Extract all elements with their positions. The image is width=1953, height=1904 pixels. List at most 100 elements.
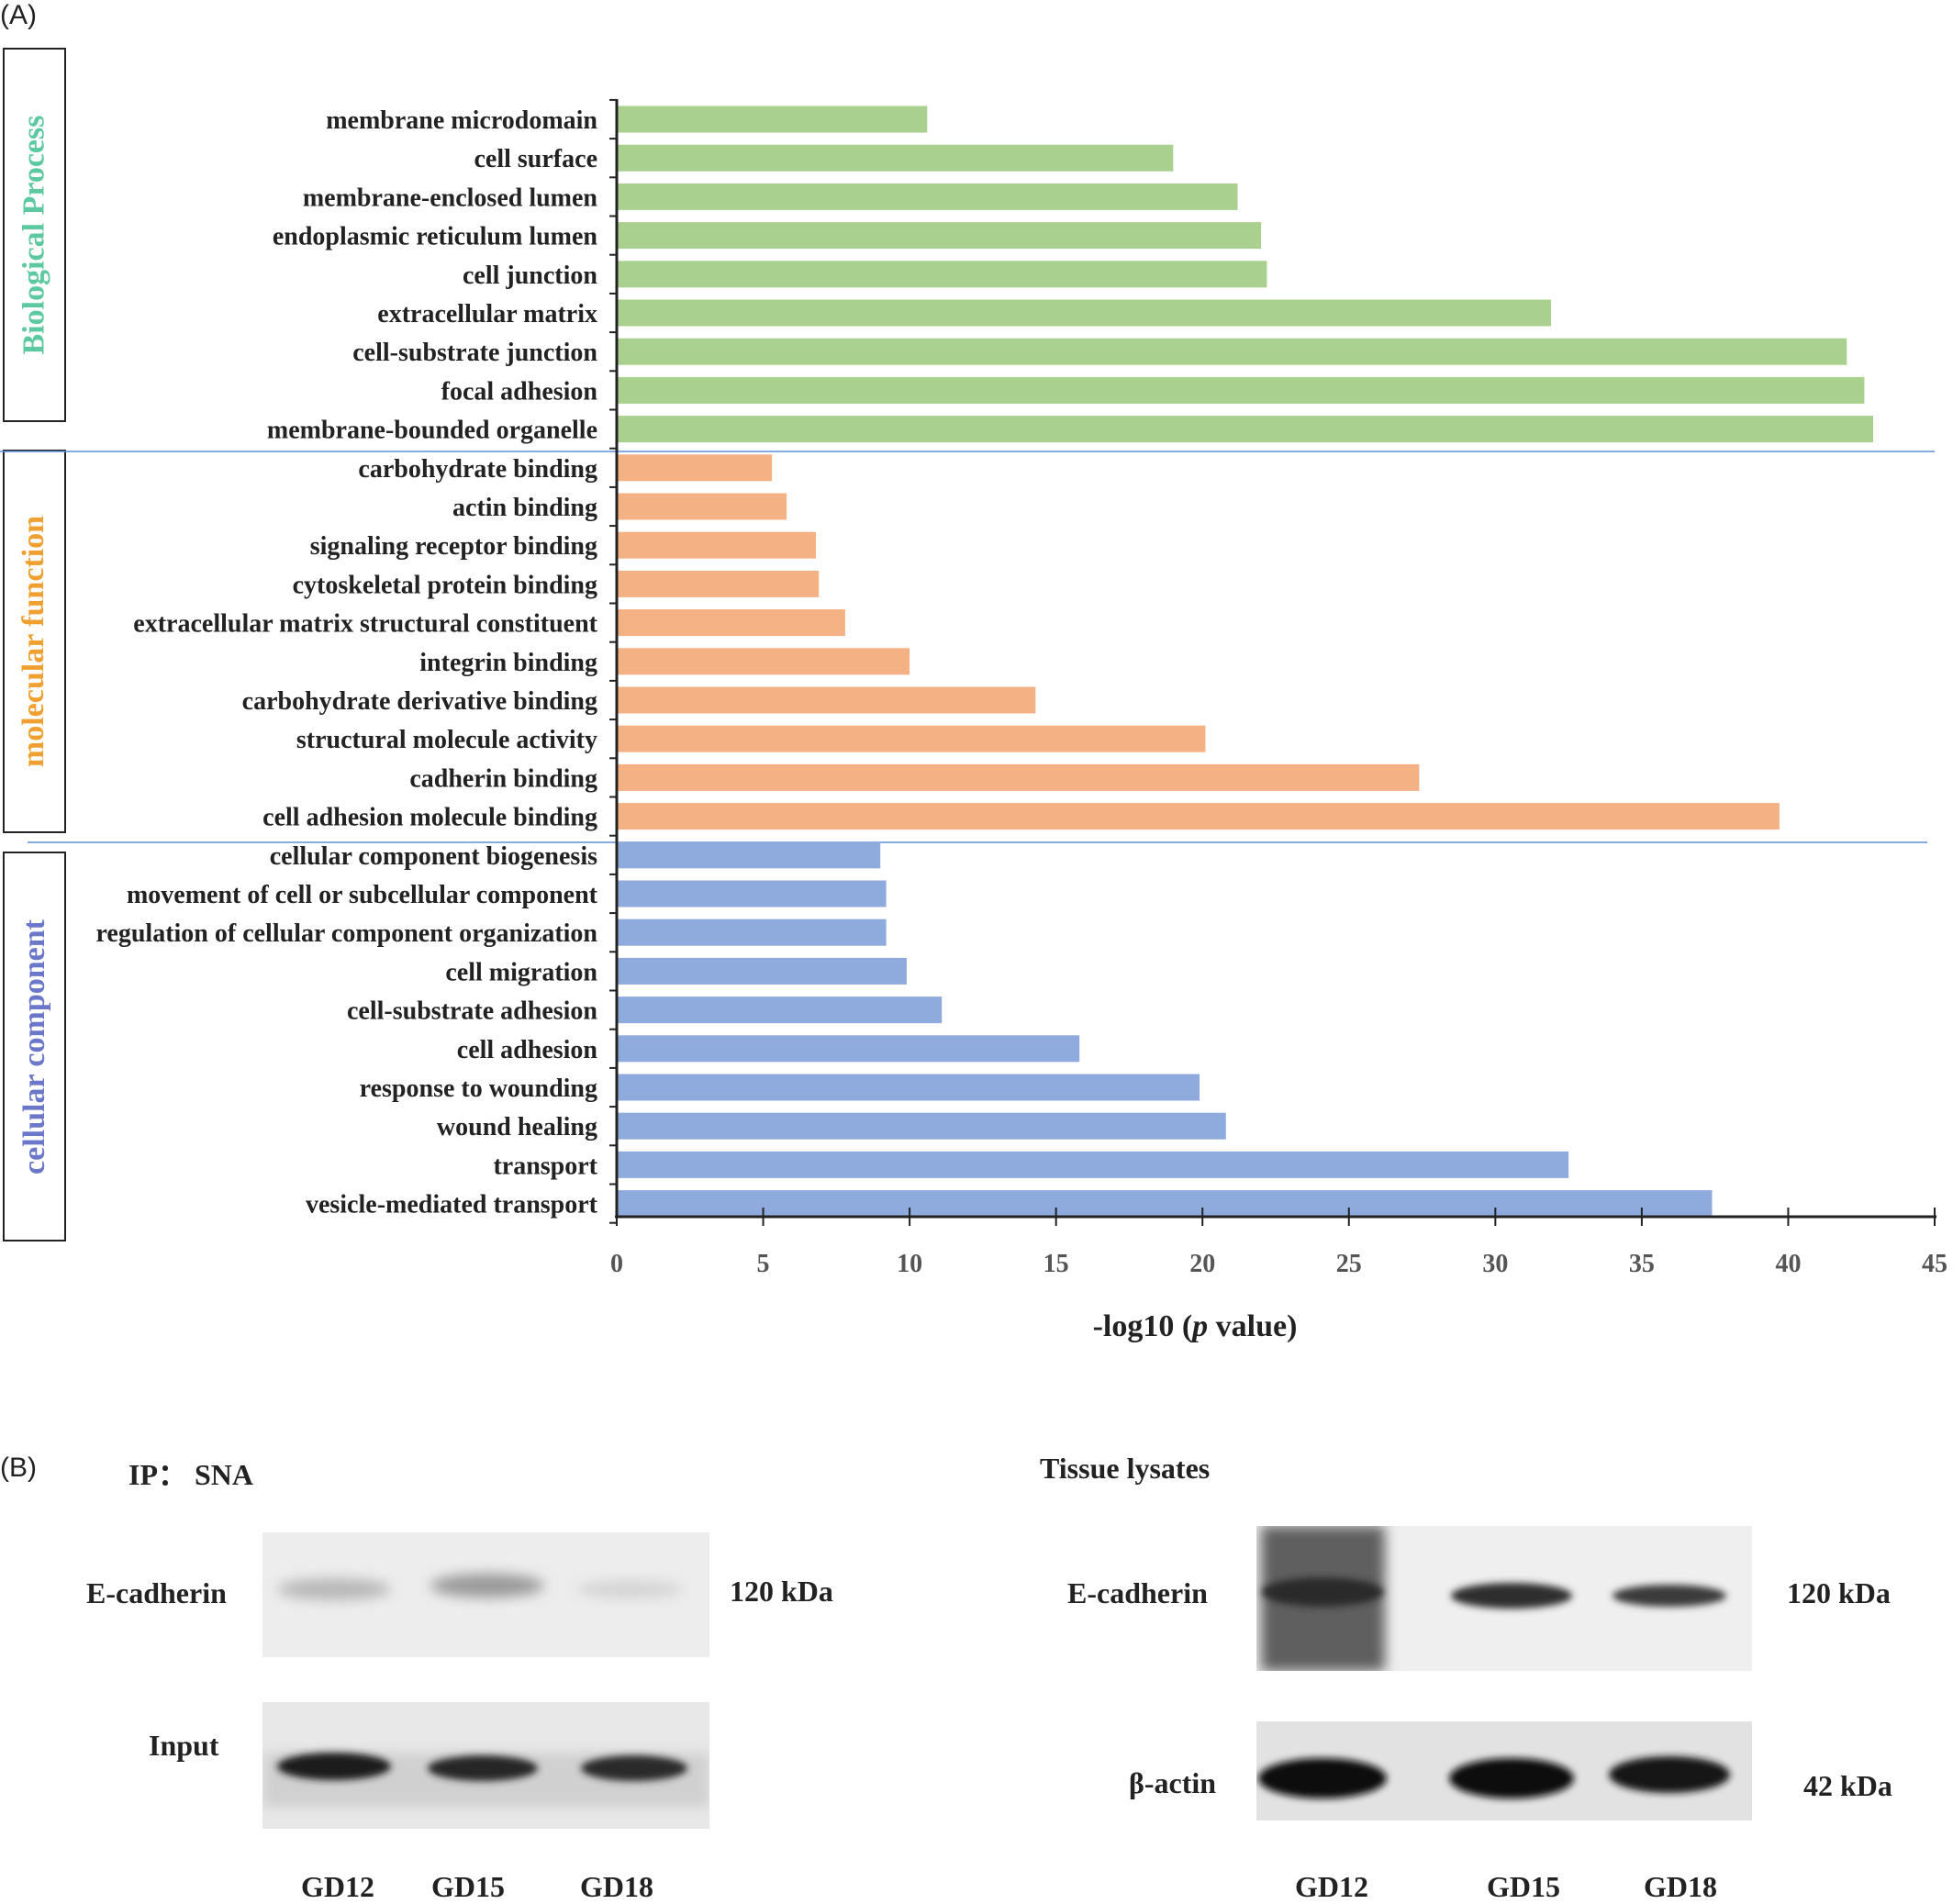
- bar-extracellular-matrix-structural-constituent: [617, 609, 845, 637]
- category-label-cadherin-binding: cadherin binding: [409, 764, 597, 793]
- left-lane-gd18: GD18: [580, 1870, 653, 1903]
- bar-cell-substrate-junction: [617, 338, 1847, 365]
- x-tick-label-45: 45: [1922, 1250, 1947, 1278]
- bar-membrane-microdomain: [617, 106, 928, 133]
- category-label-cell-adhesion: cell adhesion: [457, 1036, 598, 1064]
- x-tick-label-5: 5: [757, 1250, 770, 1278]
- right-actin-band-gd12: [1258, 1758, 1387, 1798]
- category-label-cell-adhesion-molecule-binding: cell adhesion molecule binding: [262, 804, 597, 832]
- right-actin-band-gd18: [1609, 1756, 1730, 1793]
- category-label-endoplasmic-reticulum-lumen: endoplasmic reticulum lumen: [273, 223, 598, 251]
- bar-extracellular-matrix: [617, 299, 1551, 327]
- bar-cell-substrate-adhesion: [617, 997, 943, 1024]
- bar-cell-surface: [617, 144, 1174, 172]
- bar-membrane-bounded-organelle: [617, 416, 1873, 443]
- right-ecad-band-gd18: [1613, 1585, 1726, 1607]
- ip-sna-title: IP： SNA: [128, 1458, 254, 1491]
- bar-integrin-binding: [617, 648, 910, 675]
- bar-cadherin-binding: [617, 763, 1420, 791]
- left-ecad-band-gd15: [430, 1574, 544, 1598]
- x-tick-label-35: 35: [1629, 1250, 1655, 1278]
- bar-cell-adhesion: [617, 1035, 1080, 1063]
- left-ecadherin-kda: 120 kDa: [730, 1575, 833, 1608]
- bar-regulation-of-cellular-component-organization: [617, 919, 887, 946]
- category-label-cell-junction: cell junction: [463, 262, 597, 290]
- x-tick-label-30: 30: [1482, 1250, 1508, 1278]
- x-axis-title-pre: -log10 (: [1093, 1309, 1193, 1343]
- x-axis-title: -log10 (p value): [1093, 1309, 1298, 1343]
- x-tick-label-25: 25: [1336, 1250, 1362, 1278]
- bar-carbohydrate-binding: [617, 454, 773, 482]
- category-box-biological-process: Biological Process: [3, 48, 66, 422]
- left-input-band-gd12: [277, 1753, 391, 1780]
- bar-actin-binding: [617, 493, 787, 520]
- x-tick-label-10: 10: [897, 1250, 922, 1278]
- left-lane-gd12: GD12: [301, 1870, 374, 1903]
- category-label-integrin-binding: integrin binding: [419, 649, 597, 677]
- category-label-signaling-receptor-binding: signaling receptor binding: [310, 532, 597, 561]
- right-lane-gd15: GD15: [1487, 1870, 1560, 1903]
- category-label-wound-healing: wound healing: [437, 1113, 597, 1141]
- left-ecad-band-gd12: [277, 1578, 391, 1600]
- bar-endoplasmic-reticulum-lumen: [617, 222, 1262, 250]
- category-label-regulation-of-cellular-component-organization: regulation of cellular component organiz…: [96, 919, 598, 948]
- right-actin-kda: 42 kDa: [1803, 1769, 1892, 1802]
- x-axis-title-italic: p: [1189, 1309, 1208, 1343]
- left-input-label: Input: [149, 1729, 219, 1762]
- category-label-carbohydrate-derivative-binding: carbohydrate derivative binding: [242, 687, 597, 716]
- right-actin-label: β-actin: [1129, 1766, 1217, 1799]
- category-label-structural-molecule-activity: structural molecule activity: [296, 726, 597, 754]
- right-lane-gd12: GD12: [1295, 1870, 1368, 1903]
- right-ecadherin-label: E-cadherin: [1067, 1576, 1208, 1609]
- category-label-cellular-component-biogenesis: cellular component biogenesis: [270, 842, 597, 871]
- x-tick-label-15: 15: [1043, 1250, 1069, 1278]
- category-label-extracellular-matrix: extracellular matrix: [377, 300, 597, 328]
- panel-a-label: (A): [0, 0, 37, 30]
- right-actin-band-gd15: [1449, 1758, 1574, 1798]
- bar-wound-healing: [617, 1112, 1226, 1140]
- category-label-focal-adhesion: focal adhesion: [441, 377, 598, 406]
- category-label-response-to-wounding: response to wounding: [360, 1074, 597, 1103]
- category-label-carbohydrate-binding: carbohydrate binding: [358, 455, 597, 484]
- x-tick-label-40: 40: [1775, 1250, 1801, 1278]
- category-label-actin-binding: actin binding: [452, 494, 597, 522]
- category-label-cell-substrate-junction: cell-substrate junction: [352, 339, 597, 367]
- bar-membrane-enclosed-lumen: [617, 183, 1238, 210]
- right-ecad-band-gd15: [1451, 1583, 1572, 1609]
- category-label-membrane-enclosed-lumen: membrane-enclosed lumen: [303, 184, 598, 212]
- bar-structural-molecule-activity: [617, 725, 1206, 752]
- go-enrichment-bar-chart: membrane microdomain cell surface membrane…: [0, 98, 1947, 1343]
- bar-cell-migration: [617, 957, 907, 985]
- category-label-cell-substrate-adhesion: cell-substrate adhesion: [347, 997, 597, 1026]
- category-box-molecular-function: molecular function: [3, 450, 66, 833]
- right-lane-gd18: GD18: [1644, 1870, 1717, 1903]
- bar-focal-adhesion: [617, 376, 1865, 404]
- panel-b-label: (B): [0, 1453, 37, 1483]
- bar-transport: [617, 1151, 1569, 1178]
- bar-movement-of-cell-or-subcellular-component: [617, 880, 887, 907]
- bar-vesicle-mediated-transport: [617, 1190, 1713, 1218]
- left-input-band-gd15: [428, 1755, 538, 1781]
- category-label-transport: transport: [493, 1152, 597, 1180]
- right-ecad-band-gd12: [1262, 1577, 1383, 1607]
- left-ecadherin-label: E-cadherin: [86, 1576, 227, 1609]
- category-label-cytoskeletal-protein-binding: cytoskeletal protein binding: [293, 571, 597, 599]
- bar-carbohydrate-derivative-binding: [617, 686, 1036, 714]
- category-label-cell-migration: cell migration: [445, 958, 597, 986]
- bar-cell-adhesion-molecule-binding: [617, 803, 1780, 830]
- left-ecad-band-gd18: [576, 1580, 683, 1598]
- right-ecadherin-blot: [1256, 1526, 1752, 1671]
- bar-cytoskeletal-protein-binding: [617, 570, 820, 597]
- x-axis-title-post: value): [1208, 1309, 1297, 1343]
- category-label-vesicle-mediated-transport: vesicle-mediated transport: [306, 1191, 598, 1219]
- right-actin-blot: [1256, 1721, 1752, 1820]
- category-label-extracellular-matrix-structural-constituent: extracellular matrix structural constitu…: [133, 610, 597, 639]
- bar-cell-junction: [617, 261, 1267, 288]
- x-tick-label-20: 20: [1189, 1250, 1215, 1278]
- category-label-membrane-bounded-organelle: membrane-bounded organelle: [267, 417, 597, 445]
- x-tick-label-0: 0: [610, 1250, 623, 1278]
- bar-cellular-component-biogenesis: [617, 841, 881, 869]
- tissue-lysates-title: Tissue lysates: [1040, 1452, 1211, 1485]
- left-lane-gd15: GD15: [431, 1870, 505, 1903]
- category-label-movement-of-cell-or-subcellular-component: movement of cell or subcellular componen…: [127, 881, 598, 909]
